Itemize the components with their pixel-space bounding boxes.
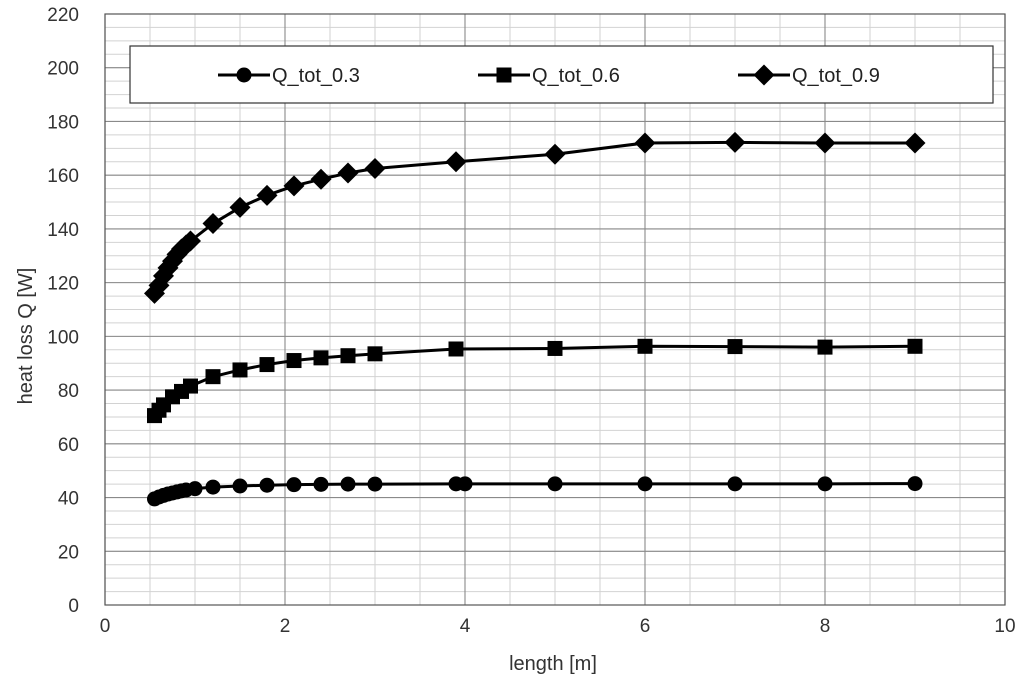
x-axis-label: length [m]	[509, 653, 597, 675]
series-layer	[144, 131, 926, 507]
y-tick-label: 200	[47, 59, 79, 80]
data-point-diamond	[283, 175, 305, 197]
data-point-square	[205, 369, 221, 385]
data-point-diamond	[634, 132, 656, 154]
legend-item: Q_tot_0.9	[738, 64, 880, 87]
legend-label: Q_tot_0.6	[532, 65, 620, 87]
data-point-diamond	[229, 196, 251, 218]
x-tick-label: 6	[640, 616, 651, 637]
data-point-circle	[367, 476, 383, 492]
x-tick-label: 8	[820, 616, 831, 637]
data-point-square	[286, 353, 302, 369]
x-tick-label: 0	[100, 616, 111, 637]
data-point-diamond	[724, 131, 746, 153]
data-point-square	[817, 339, 833, 355]
legend-item: Q_tot_0.3	[218, 65, 360, 87]
legend-box	[129, 45, 994, 104]
y-tick-label: 180	[47, 112, 79, 133]
data-point-diamond	[180, 230, 201, 252]
y-tick-label: 160	[47, 166, 79, 187]
data-point-square	[727, 339, 743, 355]
data-point-square	[313, 350, 329, 366]
data-point-square	[183, 378, 198, 394]
data-point-circle	[232, 478, 248, 494]
data-point-circle	[907, 476, 923, 492]
data-point-diamond	[364, 157, 386, 179]
series-line	[153, 344, 916, 417]
data-point-diamond	[445, 151, 467, 173]
legend-marker-square	[496, 67, 512, 83]
y-tick-label: 120	[47, 274, 79, 295]
data-point-square	[547, 340, 563, 356]
series-square	[147, 338, 923, 424]
y-tick-label: 40	[58, 489, 79, 510]
data-point-circle	[817, 476, 833, 492]
data-point-circle	[547, 476, 563, 492]
legend-item: Q_tot_0.6	[478, 65, 620, 87]
data-point-circle	[313, 476, 329, 492]
x-tick-label: 4	[460, 616, 471, 637]
y-tick-label: 0	[68, 596, 79, 617]
data-point-square	[367, 346, 383, 362]
data-point-square	[907, 338, 923, 354]
data-point-diamond	[544, 143, 566, 165]
y-tick-label: 100	[47, 327, 79, 348]
y-tick-label: 220	[47, 5, 79, 26]
y-axis-label: heat loss Q [W]	[15, 268, 37, 405]
data-point-diamond	[904, 132, 926, 154]
data-point-circle	[187, 481, 203, 497]
data-point-diamond	[310, 168, 332, 190]
series-circle	[147, 476, 923, 507]
data-point-circle	[727, 476, 743, 492]
series-diamond	[144, 131, 926, 304]
data-point-square	[637, 338, 653, 354]
x-tick-label: 10	[994, 616, 1015, 637]
x-axis-tick-labels: 0 2 4 6 8 10	[100, 616, 1016, 637]
data-point-square	[232, 362, 248, 378]
legend-marker-diamond	[753, 64, 775, 86]
legend-label: Q_tot_0.3	[272, 65, 360, 87]
data-point-square	[340, 348, 356, 364]
data-point-circle	[259, 477, 275, 493]
series-line	[153, 140, 915, 295]
x-tick-label: 2	[280, 616, 291, 637]
data-point-square	[448, 341, 464, 357]
data-point-square	[259, 357, 275, 373]
data-point-circle	[286, 477, 302, 493]
y-tick-label: 60	[58, 435, 79, 456]
data-point-circle	[340, 476, 356, 492]
legend-label: Q_tot_0.9	[792, 65, 880, 87]
legend-marker-circle	[236, 67, 252, 83]
data-point-diamond	[337, 162, 359, 184]
data-point-circle	[205, 479, 221, 495]
y-tick-label: 80	[58, 381, 79, 402]
plot-area-frame	[104, 13, 1006, 606]
y-axis-tick-labels: 0 20 40 60 80 100 120 140 160 180 200 220	[47, 5, 79, 617]
data-point-diamond	[202, 213, 224, 235]
data-point-circle	[457, 476, 473, 492]
legend: Q_tot_0.3 Q_tot_0.6 Q_tot_0.9	[129, 45, 994, 104]
data-point-diamond	[256, 184, 278, 206]
data-point-diamond	[814, 132, 836, 154]
y-tick-label: 140	[47, 220, 79, 241]
data-point-circle	[637, 476, 653, 492]
y-tick-label: 20	[58, 542, 79, 563]
